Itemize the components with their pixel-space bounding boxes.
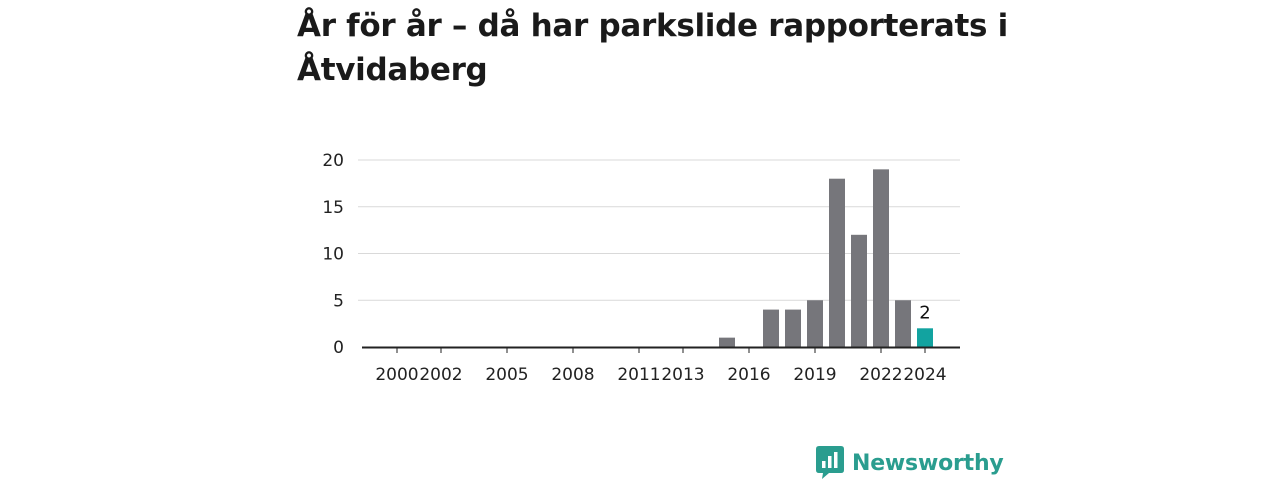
y-tick-label: 20: [322, 151, 344, 171]
x-tick-label: 2008: [551, 365, 594, 385]
bar: [917, 328, 933, 347]
newsworthy-brand[interactable]: Newsworthy: [816, 446, 1004, 480]
x-tick-label: 2013: [661, 365, 704, 385]
bar-chart-speech-bubble-icon: [816, 446, 844, 479]
gridlines: [358, 159, 960, 301]
x-tick-label: 2000: [375, 365, 418, 385]
x-tick-label: 2019: [793, 365, 836, 385]
x-tick-label: 2002: [419, 365, 462, 385]
y-tick-label: 0: [333, 338, 344, 358]
bar: [719, 337, 735, 347]
x-tick-label: 2011: [617, 365, 660, 385]
bars: [719, 169, 933, 347]
bar: [851, 234, 867, 347]
x-tick-label: 2016: [727, 365, 770, 385]
y-tick-label: 5: [333, 291, 344, 311]
bar: [873, 169, 889, 347]
brand-name: Newsworthy: [852, 450, 1004, 476]
bar: [785, 309, 801, 347]
y-tick-label: 15: [322, 198, 344, 218]
x-tick-label: 2024: [903, 365, 946, 385]
bar: [763, 309, 779, 347]
chart-title: År för år – då har parkslide rapporterat…: [297, 8, 1008, 88]
x-tick-label: 2005: [485, 365, 528, 385]
data-labels: 2: [919, 302, 930, 323]
bar: [807, 300, 823, 347]
x-axis-ticks: 2000 2002 2005 2008 2011 2013 2016 2019 2022 2024: [375, 347, 947, 385]
bar: [895, 300, 911, 347]
data-label: 2: [919, 302, 930, 323]
y-tick-label: 10: [322, 245, 344, 265]
x-tick-label: 2022: [859, 365, 902, 385]
bar: [829, 178, 845, 347]
y-axis-ticks: 0 5 10 15 20: [322, 151, 344, 358]
